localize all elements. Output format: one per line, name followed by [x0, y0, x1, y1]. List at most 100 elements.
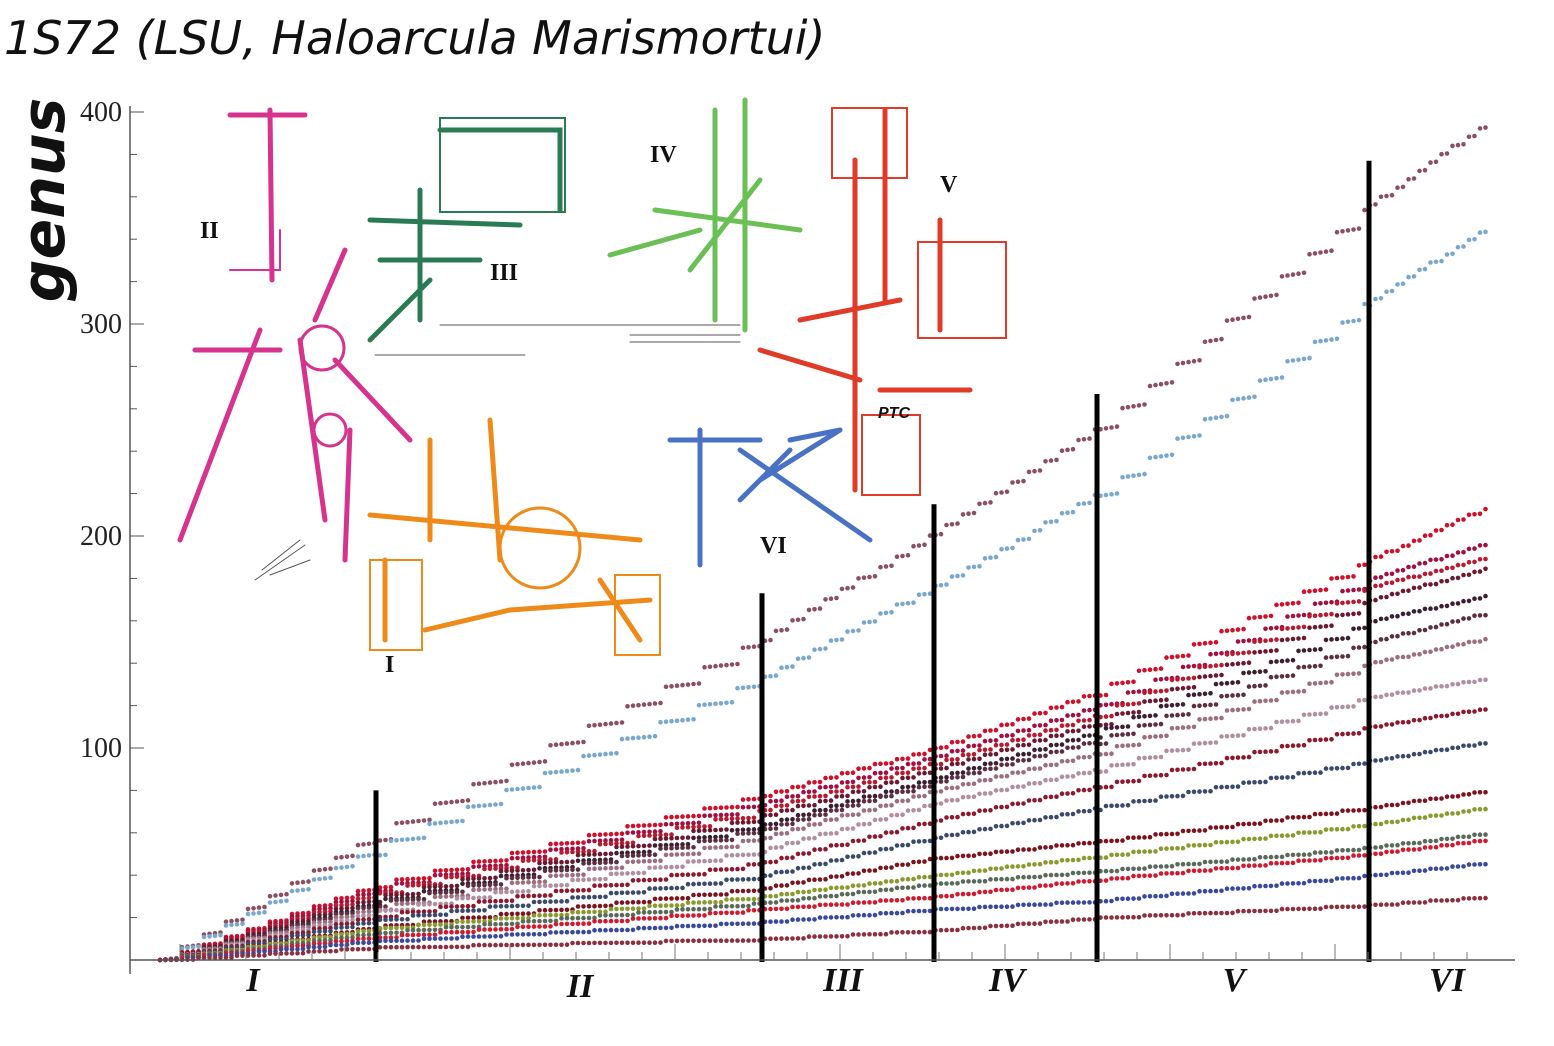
data-point: [801, 865, 806, 871]
data-point: [1373, 597, 1378, 603]
data-point: [1466, 546, 1472, 552]
data-point: [911, 929, 916, 935]
data-point: [581, 852, 586, 858]
x-tick-label-domain-3: III: [822, 962, 864, 999]
data-point: [850, 838, 856, 844]
data-point: [658, 925, 663, 931]
data-point: [911, 839, 916, 844]
data-point: [790, 807, 795, 813]
data-point: [1373, 851, 1378, 857]
data-point: [383, 908, 388, 913]
data-point: [498, 904, 504, 909]
data-point: [988, 555, 993, 560]
data-point: [1466, 598, 1472, 604]
data-point: [773, 936, 779, 941]
data-point: [1444, 843, 1450, 848]
data-point: [1356, 808, 1362, 813]
data-point: [790, 855, 795, 860]
data-point: [581, 861, 586, 866]
data-point: [1202, 339, 1208, 345]
data-point: [339, 921, 344, 927]
data-point: [586, 849, 592, 854]
data-point: [916, 821, 922, 827]
data-point: [1395, 690, 1400, 696]
data-point: [619, 940, 625, 946]
data-point: [1279, 637, 1285, 643]
data-point: [922, 784, 927, 790]
data-point: [1180, 360, 1186, 366]
data-point: [1296, 665, 1301, 670]
data-point: [647, 903, 652, 909]
data-point: [724, 827, 729, 832]
data-point: [597, 841, 603, 847]
data-point: [988, 761, 993, 766]
data-point: [1417, 798, 1422, 804]
data-point: [1197, 828, 1202, 833]
data-point: [1345, 704, 1351, 709]
data-point: [845, 585, 850, 591]
data-point: [1136, 403, 1142, 408]
data-point: [1279, 626, 1285, 632]
data-point: [1230, 651, 1235, 657]
data-point: [526, 903, 531, 908]
data-point: [729, 866, 735, 872]
data-point: [284, 951, 289, 956]
data-point: [674, 821, 680, 827]
data-point: [1472, 512, 1477, 517]
data-point: [1224, 318, 1230, 323]
data-point: [1329, 705, 1334, 710]
data-point: [779, 628, 784, 633]
data-point: [955, 573, 960, 579]
data-point: [839, 807, 845, 813]
data-point: [1164, 893, 1169, 899]
data-point: [1296, 357, 1301, 363]
data-point: [344, 895, 350, 901]
data-point: [971, 811, 977, 816]
data-point: [614, 850, 619, 856]
data-point: [1373, 575, 1378, 580]
data-point: [1340, 229, 1345, 234]
data-point: [669, 872, 674, 878]
data-point: [971, 891, 977, 897]
data-point: [1241, 780, 1246, 785]
data-point: [839, 902, 845, 907]
data-point: [1296, 858, 1301, 863]
data-point: [1461, 896, 1466, 901]
data-point: [311, 944, 317, 950]
data-point: [872, 881, 878, 886]
data-point: [399, 877, 405, 882]
data-point: [1378, 758, 1384, 763]
data-point: [1356, 563, 1362, 568]
data-point: [988, 923, 993, 929]
data-point: [680, 682, 685, 688]
data-point: [487, 875, 493, 881]
data-point: [1345, 765, 1351, 771]
data-point: [1208, 888, 1213, 894]
data-point: [553, 921, 559, 927]
data-point: [1252, 883, 1257, 889]
data-point: [1120, 852, 1125, 857]
data-point: [1389, 756, 1395, 761]
data-point: [823, 902, 828, 908]
data-point: [1257, 295, 1263, 300]
data-point: [1158, 871, 1164, 876]
data-point: [559, 741, 564, 747]
data-point: [993, 774, 999, 779]
data-point: [1318, 587, 1323, 593]
data-point: [1389, 849, 1395, 854]
data-point: [977, 827, 982, 832]
data-point: [537, 908, 542, 913]
data-point: [559, 846, 564, 852]
data-point: [1356, 761, 1362, 767]
data-point: [845, 934, 850, 939]
data-point: [1329, 827, 1334, 832]
data-point: [1136, 778, 1142, 784]
data-point: [784, 869, 790, 874]
data-point: [812, 887, 817, 893]
data-point: [1241, 707, 1246, 712]
data-point: [1241, 626, 1246, 632]
data-point: [548, 893, 553, 898]
data-point: [696, 851, 702, 856]
data-point: [1472, 569, 1477, 575]
data-point: [1252, 639, 1257, 644]
